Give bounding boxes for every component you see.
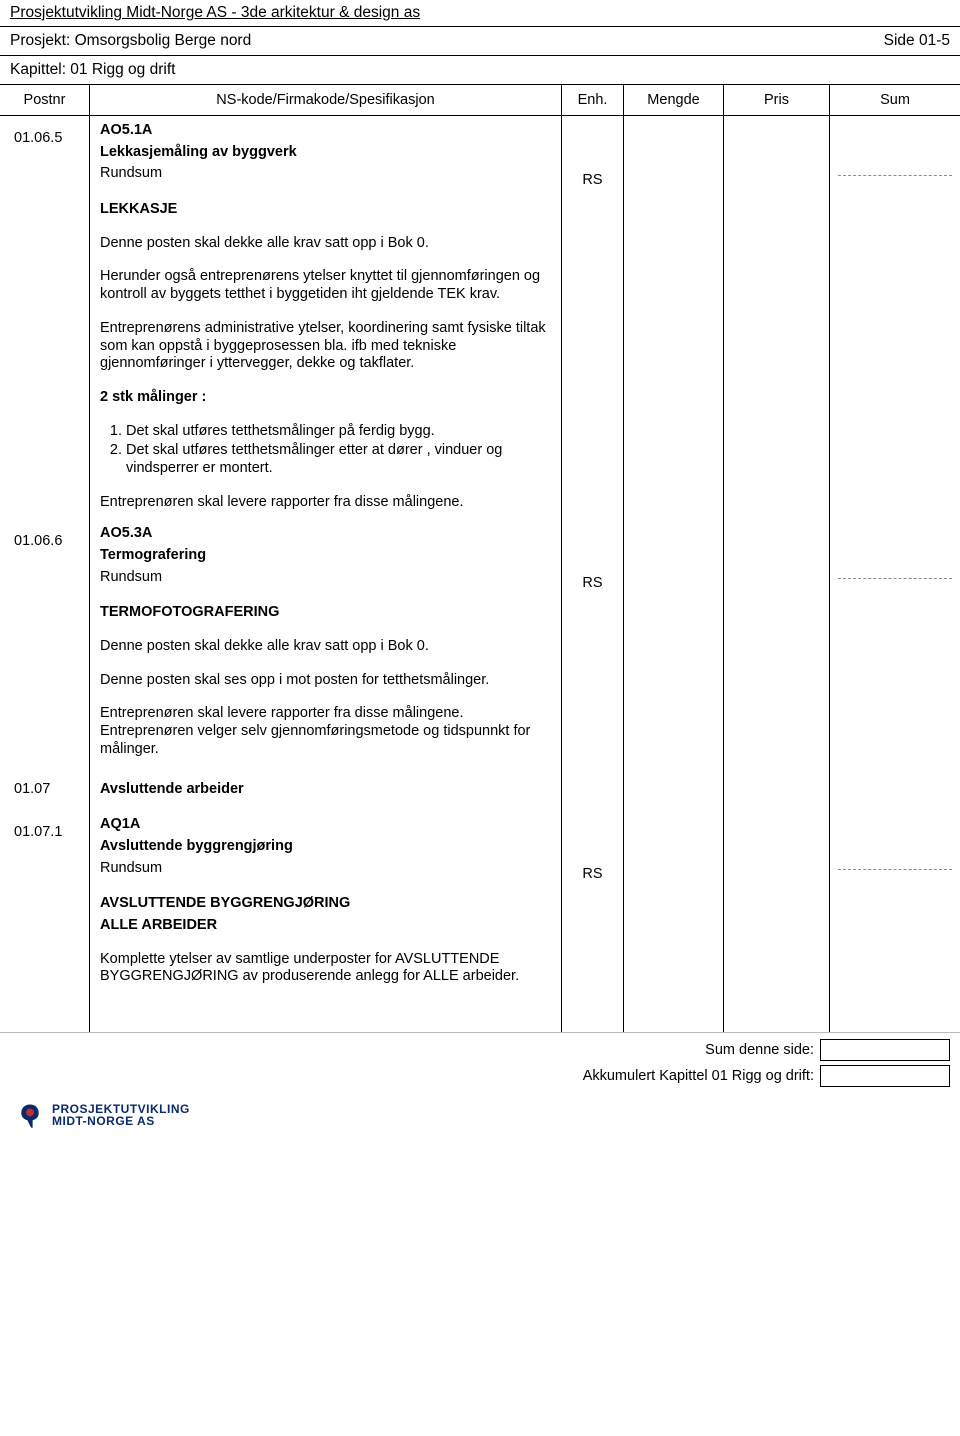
row-paragraph: Denne posten skal ses opp i mot posten f… [100, 672, 551, 690]
row-title: Avsluttende arbeider [100, 781, 551, 799]
enh-cell: RS [562, 810, 624, 1032]
spec-cell: AO5.3A Termografering Rundsum TERMOFOTOG… [90, 519, 562, 766]
row-code: AO5.3A [100, 525, 551, 543]
section-heading: LEKKASJE [100, 201, 551, 219]
row-paragraph: Entreprenøren skal levere rapporter fra … [100, 494, 551, 512]
col-enh: Enh. [562, 85, 624, 115]
enh-value: RS [582, 866, 602, 882]
table-header: Postnr NS-kode/Firmakode/Spesifikasjon E… [0, 85, 960, 116]
col-mengde: Mengde [624, 85, 724, 115]
list-item: Det skal utføres tetthetsmålinger etter … [126, 442, 551, 477]
enh-cell [562, 767, 624, 811]
postnr-cell: 01.07 [0, 767, 90, 811]
enh-value: RS [582, 172, 602, 188]
row-paragraph: Denne posten skal dekke alle krav satt o… [100, 638, 551, 656]
row-paragraph: Entreprenørens administrative ytelser, k… [100, 320, 551, 373]
table-row: 01.07 Avsluttende arbeider [0, 767, 960, 811]
sum-cell [830, 519, 960, 766]
footer-akk-label: Akkumulert Kapittel 01 Rigg og drift: [583, 1068, 814, 1084]
mengde-cell [624, 810, 724, 1032]
rundsum-label: Rundsum [100, 569, 551, 587]
sum-cell [830, 767, 960, 811]
spec-cell: Avsluttende arbeider [90, 767, 562, 811]
mengde-cell [624, 116, 724, 519]
mengde-cell [624, 519, 724, 766]
logo-icon [16, 1101, 44, 1129]
spec-cell: AO5.1A Lekkasjemåling av byggverk Rundsu… [90, 116, 562, 519]
mengde-cell [624, 767, 724, 811]
postnr-cell: 01.07.1 [0, 810, 90, 1032]
footer-akk-box [820, 1065, 950, 1087]
rundsum-label: Rundsum [100, 860, 551, 878]
pris-cell [724, 767, 830, 811]
enh-value: RS [582, 575, 602, 591]
section-heading: ALLE ARBEIDER [100, 917, 551, 935]
col-sum: Sum [830, 85, 960, 115]
row-code: AQ1A [100, 816, 551, 834]
list-heading: 2 stk målinger : [100, 389, 551, 407]
sum-cell [830, 810, 960, 1032]
section-heading: AVSLUTTENDE BYGGRENGJØRING [100, 895, 551, 913]
sum-dashline [838, 856, 952, 870]
logo-line2: MIDT-NORGE AS [52, 1115, 190, 1127]
spec-cell: AQ1A Avsluttende byggrengjøring Rundsum … [90, 810, 562, 1032]
company-logo: PROSJEKTUTVIKLING MIDT-NORGE AS [0, 1097, 960, 1137]
row-title: Avsluttende byggrengjøring [100, 838, 551, 856]
pris-cell [724, 519, 830, 766]
row-code: AO5.1A [100, 122, 551, 140]
table-row: 01.06.5 AO5.1A Lekkasjemåling av byggver… [0, 116, 960, 519]
table-row: 01.06.6 AO5.3A Termografering Rundsum TE… [0, 519, 960, 766]
row-title: Termografering [100, 547, 551, 565]
footer-sum-label: Sum denne side: [705, 1042, 814, 1058]
project-line: Prosjekt: Omsorgsbolig Berge nord [10, 32, 884, 50]
pris-cell [724, 116, 830, 519]
footer-sum-box [820, 1039, 950, 1061]
row-paragraph: Entreprenøren skal levere rapporter fra … [100, 705, 551, 758]
pris-cell [724, 810, 830, 1032]
enh-cell: RS [562, 519, 624, 766]
page-side: Side 01-5 [884, 32, 950, 50]
table-row: 01.07.1 AQ1A Avsluttende byggrengjøring … [0, 810, 960, 1032]
row-paragraph: Denne posten skal dekke alle krav satt o… [100, 235, 551, 253]
list-item: Det skal utføres tetthetsmålinger på fer… [126, 423, 551, 441]
section-heading: TERMOFOTOGRAFERING [100, 604, 551, 622]
numbered-list: Det skal utføres tetthetsmålinger på fer… [100, 423, 551, 478]
col-spec: NS-kode/Firmakode/Spesifikasjon [90, 85, 562, 115]
sum-cell [830, 116, 960, 519]
postnr-cell: 01.06.5 [0, 116, 90, 519]
rundsum-label: Rundsum [100, 165, 551, 183]
col-postnr: Postnr [0, 85, 90, 115]
sum-dashline [838, 162, 952, 176]
footer: Sum denne side: Akkumulert Kapittel 01 R… [0, 1032, 960, 1137]
row-title: Lekkasjemåling av byggverk [100, 144, 551, 162]
sum-dashline [838, 565, 952, 579]
enh-cell: RS [562, 116, 624, 519]
row-paragraph: Komplette ytelser av samtlige underposte… [100, 951, 551, 986]
postnr-cell: 01.06.6 [0, 519, 90, 766]
spec-table: Postnr NS-kode/Firmakode/Spesifikasjon E… [0, 84, 960, 1032]
chapter-line: Kapittel: 01 Rigg og drift [10, 61, 950, 79]
col-pris: Pris [724, 85, 830, 115]
row-paragraph: Herunder også entreprenørens ytelser kny… [100, 268, 551, 303]
doc-title: Prosjektutvikling Midt-Norge AS - 3de ar… [0, 0, 960, 26]
